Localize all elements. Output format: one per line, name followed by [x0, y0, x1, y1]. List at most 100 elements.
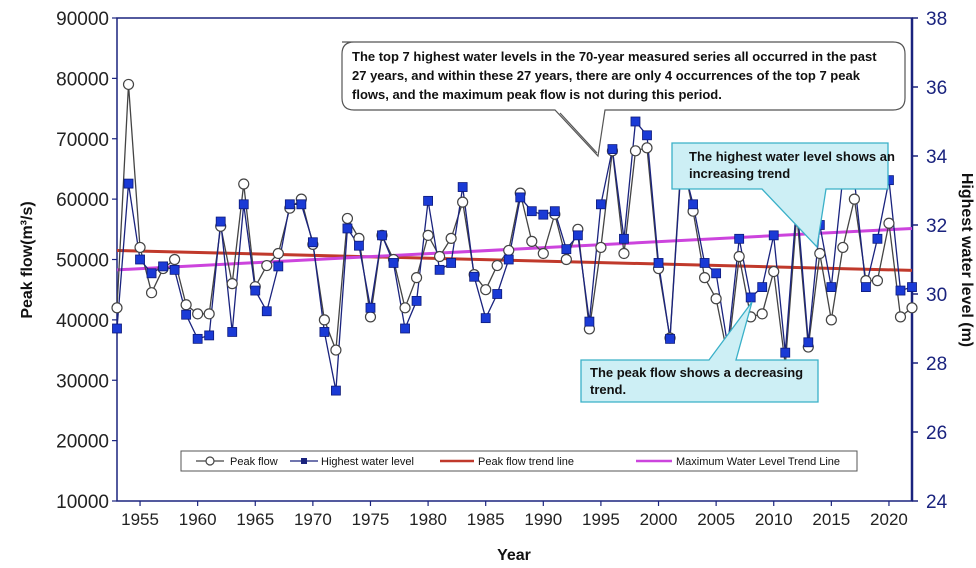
y-left-tick-label-1: 20000	[56, 432, 109, 453]
water-level-point	[319, 327, 330, 337]
water-level-point	[238, 199, 249, 210]
peak-flow-point	[180, 299, 192, 311]
water-level-point	[480, 313, 491, 324]
x-tick-label-4: 1975	[352, 510, 390, 529]
peak-flow-point	[629, 145, 642, 157]
x-tick-label-5: 1980	[409, 510, 447, 529]
peak-flow-point	[733, 250, 745, 263]
annotation-flow: The peak flow shows a decreasing trend.	[580, 301, 819, 403]
legend-box	[180, 450, 858, 472]
water-level-point	[158, 261, 168, 272]
trend-lines	[116, 226, 913, 272]
peak-flow-point	[560, 253, 572, 266]
water-level-point	[342, 223, 353, 234]
x-tick-label-12: 2015	[812, 510, 850, 529]
water-level-point	[734, 233, 745, 244]
peak-flow-point	[134, 241, 146, 254]
water-level-point	[688, 199, 698, 210]
annotation-flow-line-2: trend.	[590, 382, 626, 397]
water-level-point	[204, 330, 215, 341]
water-level-point	[365, 302, 376, 313]
legend-item-flow-trend: Peak flow trend line	[440, 456, 574, 468]
x-tick-label-0: 1955	[121, 510, 159, 529]
peak-flow-trend-line	[116, 248, 913, 272]
peak-flow-point	[445, 232, 457, 244]
annotation-flow-box	[580, 301, 819, 403]
legend: Peak flow Highest water level Peak flow …	[180, 450, 858, 472]
water-level-point	[400, 323, 410, 334]
peak-flow-point	[710, 293, 722, 305]
peak-flow-point	[261, 259, 273, 272]
annotation-water-line-1: The highest water level shows an	[689, 149, 895, 164]
water-level-point	[261, 306, 272, 317]
y-right-tick-label-7: 38	[926, 9, 947, 30]
annotation-water: The highest water level shows an increas…	[671, 142, 895, 249]
water-level-point	[411, 295, 422, 306]
annotation-flow-line-1: The peak flow shows a decreasing	[590, 365, 803, 380]
peak-flow-point	[410, 272, 423, 284]
annotation-top: The top 7 highest water levels in the 70…	[341, 41, 906, 158]
water-level-point	[434, 264, 445, 275]
peak-flow-point	[618, 247, 630, 260]
peak-flow-point	[457, 196, 469, 208]
peak-flow-point	[318, 314, 330, 326]
water-level-point	[653, 258, 664, 268]
y-right-tick-label-6: 36	[926, 78, 947, 99]
water-level-point	[872, 233, 883, 244]
x-axis-ticks: 1955 1960 1965 1970 1975 1980 1985 1990 1995 2000…	[121, 501, 908, 529]
y-left-tick-label-0: 10000	[56, 492, 109, 513]
annotation-water-box	[671, 142, 889, 249]
water-level-point	[515, 192, 526, 203]
y-right-tick-label-5: 34	[926, 147, 948, 168]
water-level-point	[457, 182, 468, 192]
left-axis-ticks: 10000 20000 30000 40000 50000 60000 70000 80000…	[56, 9, 117, 513]
water-level-point	[549, 206, 560, 217]
water-level-point	[584, 316, 595, 327]
peak-flow-point	[330, 344, 342, 356]
y-axis-title-right: Highest water level (m)	[958, 173, 975, 347]
water-level-point	[607, 144, 618, 155]
peak-flow-point	[341, 212, 354, 225]
water-level-point	[619, 233, 629, 244]
y-right-tick-label-0: 24	[926, 492, 948, 513]
peak-flow-point	[894, 311, 907, 323]
water-level-point	[526, 206, 537, 217]
right-axis: 24 26 28 30 32 34 36 38	[910, 9, 948, 513]
peak-flow-point	[364, 311, 377, 323]
peak-flow-point	[825, 314, 837, 326]
water-level-point	[907, 282, 917, 293]
water-level-point	[642, 130, 652, 141]
water-level-point	[895, 285, 906, 296]
water-level-point	[711, 268, 722, 279]
peak-flow-point	[503, 244, 515, 257]
water-level-point	[596, 199, 606, 210]
x-tick-label-3: 1970	[294, 510, 332, 529]
water-level-point	[284, 199, 295, 210]
y-left-tick-label-2: 30000	[56, 371, 109, 392]
peak-flow-point	[122, 78, 135, 91]
peak-flow-point	[641, 142, 653, 154]
y-axis-title-left: Peak flow(m³/s)	[19, 201, 36, 318]
peak-flow-line	[116, 84, 913, 366]
legend-label-level-trend: Maximum Water Level Trend Line	[676, 456, 840, 468]
annotation-top-box	[341, 41, 906, 158]
y-right-tick-label-2: 28	[926, 354, 947, 375]
annotation-top-line-2: 27 years, and within these 27 years, the…	[352, 68, 861, 83]
water-level-point	[492, 289, 503, 299]
water-level-point	[388, 258, 399, 268]
peak-flow-point	[837, 241, 849, 254]
peak-flow-point	[491, 259, 503, 272]
peak-flow-point	[192, 308, 204, 320]
peak-flow-point	[272, 247, 284, 260]
x-tick-label-1: 1960	[179, 510, 217, 529]
peak-flow-point	[848, 193, 860, 205]
water-level-point	[123, 178, 134, 189]
y-left-tick-label-6: 70000	[56, 130, 109, 151]
water-level-point	[757, 282, 768, 293]
peak-flow-point	[595, 241, 607, 254]
peak-flow-point	[111, 302, 123, 314]
water-level-point	[503, 254, 514, 265]
water-level-point	[273, 261, 284, 272]
annotation-top-line-1: The top 7 highest water levels in the 70…	[352, 49, 877, 64]
peak-flow-point	[434, 250, 446, 263]
